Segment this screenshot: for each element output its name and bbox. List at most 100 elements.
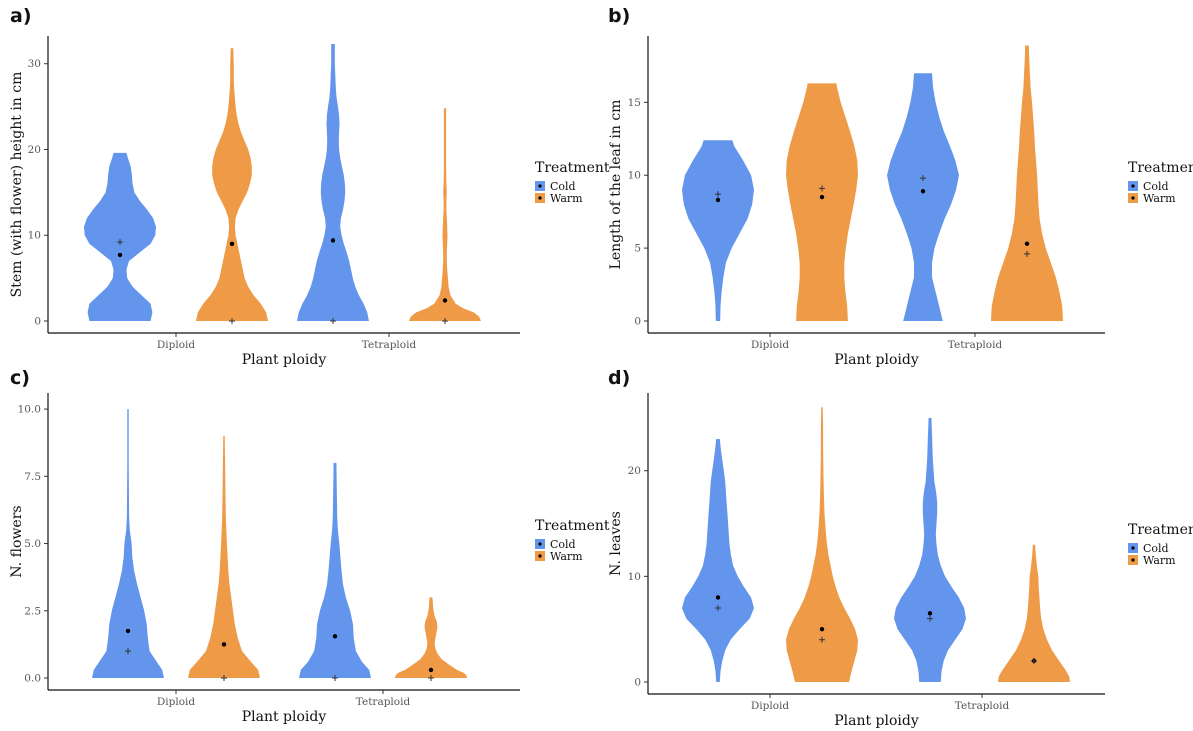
legend-label-warm: Warm bbox=[1143, 192, 1176, 205]
mean-point-warm-diploid bbox=[819, 194, 825, 200]
mean-point-warm-diploid bbox=[819, 626, 825, 632]
legend-title: Treatment bbox=[1128, 522, 1193, 538]
median-mark-cold-diploid bbox=[125, 648, 131, 655]
legend-key-point bbox=[1131, 558, 1135, 562]
violin-warm-tetraploid bbox=[395, 597, 467, 678]
y-tick-label: 7.5 bbox=[24, 471, 41, 483]
y-tick-label: 20 bbox=[28, 144, 41, 156]
mean-point-cold-diploid bbox=[117, 252, 123, 258]
legend-label-warm: Warm bbox=[1143, 554, 1176, 567]
violin-cold-diploid bbox=[682, 140, 754, 321]
median-mark-warm-diploid bbox=[819, 636, 825, 643]
median-mark-cold-diploid bbox=[117, 239, 123, 246]
median-mark-warm-tetraploid bbox=[1031, 657, 1037, 664]
x-tick-label: Diploid bbox=[157, 339, 196, 351]
median-mark-cold-tetraploid bbox=[920, 175, 926, 182]
y-tick-label: 10 bbox=[28, 230, 41, 242]
y-tick-label: 20 bbox=[628, 465, 641, 477]
legend-key-point bbox=[1131, 546, 1135, 550]
y-tick-label: 5.0 bbox=[24, 538, 41, 550]
median-mark-warm-tetraploid bbox=[1024, 250, 1030, 257]
legend-title: Treatment bbox=[535, 518, 610, 534]
mean-point-cold-diploid bbox=[125, 628, 131, 634]
legend-title: Treatment bbox=[535, 160, 610, 176]
violin-cold-tetraploid bbox=[894, 417, 966, 682]
legend-key-point bbox=[538, 554, 542, 558]
y-axis-title: N. leaves bbox=[608, 511, 624, 576]
violin-warm-diploid bbox=[786, 407, 858, 682]
x-axis-title: Plant ploidy bbox=[242, 709, 327, 725]
y-tick-label: 10.0 bbox=[18, 404, 41, 416]
panel-letter: a) bbox=[10, 5, 32, 27]
y-tick-label: 2.5 bbox=[24, 605, 41, 617]
y-tick-label: 30 bbox=[28, 58, 41, 70]
median-mark-warm-tetraploid bbox=[442, 318, 448, 324]
x-tick-label: Tetraploid bbox=[362, 339, 417, 351]
chart-panel-3: c) 0.0 2.5 5.0 7.5 10.0 Diploid Tetraploid Plant… bbox=[9, 367, 610, 725]
mean-point-cold-tetraploid bbox=[920, 189, 926, 194]
legend-key-point bbox=[538, 184, 542, 188]
violin-warm-diploid bbox=[196, 48, 268, 322]
y-tick-label: 0 bbox=[34, 316, 41, 328]
median-mark-cold-tetraploid bbox=[330, 318, 336, 324]
y-axis-title: Stem (with flower) height in cm bbox=[9, 72, 25, 298]
panel-letter: c) bbox=[10, 367, 30, 389]
x-tick-label: Diploid bbox=[751, 700, 790, 712]
y-tick-label: 10 bbox=[628, 571, 641, 583]
y-axis-title: Length of the leaf in cm bbox=[608, 100, 624, 270]
y-tick-label: 0 bbox=[634, 316, 641, 328]
median-mark-warm-diploid bbox=[819, 185, 825, 192]
y-tick-label: 10 bbox=[628, 170, 641, 182]
violin-cold-tetraploid bbox=[299, 462, 371, 678]
mean-point-cold-tetraploid bbox=[927, 611, 933, 616]
mean-point-cold-tetraploid bbox=[330, 238, 336, 243]
violin-cold-diploid bbox=[682, 439, 754, 682]
legend-key-point bbox=[1131, 184, 1135, 188]
mean-point-warm-tetraploid bbox=[442, 298, 448, 303]
chart-panel-4: d) 0 10 20 Diploid Tetraploid Plant ploidy N. l… bbox=[608, 367, 1193, 729]
chart-panel-2: b) 0 5 10 15 Diploid Tetraploid Plant ploidy Len… bbox=[608, 5, 1193, 368]
median-mark-cold-diploid bbox=[715, 191, 721, 198]
violin-cold-tetraploid bbox=[297, 44, 369, 321]
x-tick-label: Diploid bbox=[157, 696, 196, 708]
legend-key-point bbox=[1131, 196, 1135, 200]
legend-label-cold: Cold bbox=[550, 180, 576, 193]
legend-label-cold: Cold bbox=[1143, 542, 1169, 555]
median-mark-cold-tetraploid bbox=[332, 675, 338, 681]
mean-point-cold-tetraploid bbox=[332, 634, 338, 639]
y-tick-label: 15 bbox=[628, 97, 641, 109]
legend-key-point bbox=[538, 196, 542, 200]
mean-point-warm-tetraploid bbox=[428, 667, 434, 673]
violin-warm-tetraploid bbox=[991, 45, 1063, 321]
legend-label-cold: Cold bbox=[1143, 180, 1169, 193]
x-axis-title: Plant ploidy bbox=[834, 713, 919, 729]
violin-cold-diploid bbox=[92, 409, 164, 678]
violin-warm-tetraploid bbox=[998, 544, 1070, 682]
median-mark-cold-diploid bbox=[715, 605, 721, 612]
x-tick-label: Tetraploid bbox=[356, 696, 411, 708]
x-axis-title: Plant ploidy bbox=[242, 352, 327, 368]
median-mark-warm-diploid bbox=[221, 675, 227, 681]
legend-key-point bbox=[538, 542, 542, 546]
chart-panel-1: a) 0 10 20 30 Diploid Tetraploid Plant ploidy St… bbox=[9, 5, 610, 368]
legend-label-cold: Cold bbox=[550, 538, 576, 551]
y-tick-label: 0.0 bbox=[24, 673, 41, 685]
x-tick-label: Tetraploid bbox=[955, 700, 1010, 712]
panel-letter: b) bbox=[608, 5, 630, 27]
mean-point-warm-tetraploid bbox=[1024, 241, 1030, 246]
median-mark-warm-diploid bbox=[229, 318, 235, 324]
legend-label-warm: Warm bbox=[550, 192, 583, 205]
violin-warm-tetraploid bbox=[409, 108, 481, 321]
violin-cold-diploid bbox=[84, 152, 156, 321]
legend-label-warm: Warm bbox=[550, 550, 583, 563]
violin-cold-tetraploid bbox=[887, 73, 959, 321]
y-tick-label: 5 bbox=[634, 243, 641, 255]
legend-title: Treatment bbox=[1128, 160, 1193, 176]
x-tick-label: Diploid bbox=[751, 339, 790, 351]
violin-warm-diploid bbox=[786, 83, 858, 322]
mean-point-cold-diploid bbox=[715, 595, 721, 600]
